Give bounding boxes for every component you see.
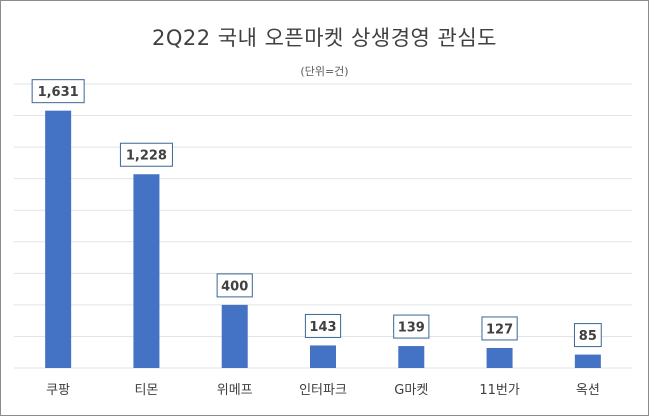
data-label-box <box>304 313 342 338</box>
category-label: 위메프 <box>217 383 253 398</box>
data-label-box <box>393 314 430 339</box>
bar <box>398 346 425 368</box>
category-label: 옥션 <box>576 383 600 398</box>
chart-title: 2Q22 국내 오픈마켓 상생경영 관심도 <box>152 26 497 50</box>
category-label: 인터파크 <box>299 383 347 398</box>
data-label: 85 <box>579 329 597 344</box>
bar <box>574 354 601 368</box>
bar <box>221 304 248 368</box>
bar <box>45 110 72 369</box>
data-label-box <box>481 316 518 341</box>
data-label-box <box>31 79 85 104</box>
bar <box>486 347 513 368</box>
bar <box>133 174 160 368</box>
data-label: 400 <box>221 279 248 294</box>
data-label: 143 <box>309 320 336 335</box>
data-label-box <box>119 142 173 167</box>
data-label: 1,228 <box>126 149 167 164</box>
category-label: 티몬 <box>134 383 158 398</box>
data-label-box <box>216 273 253 298</box>
data-label: 1,631 <box>38 85 79 100</box>
data-label: 139 <box>398 321 425 336</box>
chart-subtitle: (단위=건) <box>300 65 349 78</box>
category-label: G마켓 <box>394 383 428 398</box>
category-label: 쿠팡 <box>46 383 70 398</box>
category-label: 11번가 <box>479 383 520 398</box>
data-label-box <box>573 323 602 348</box>
data-label: 127 <box>486 322 513 337</box>
bar <box>310 345 336 368</box>
